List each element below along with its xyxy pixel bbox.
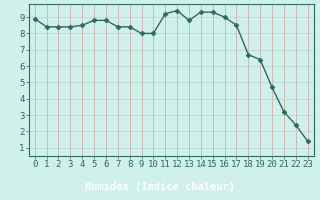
Text: Humidex (Indice chaleur): Humidex (Indice chaleur) [85, 181, 235, 192]
